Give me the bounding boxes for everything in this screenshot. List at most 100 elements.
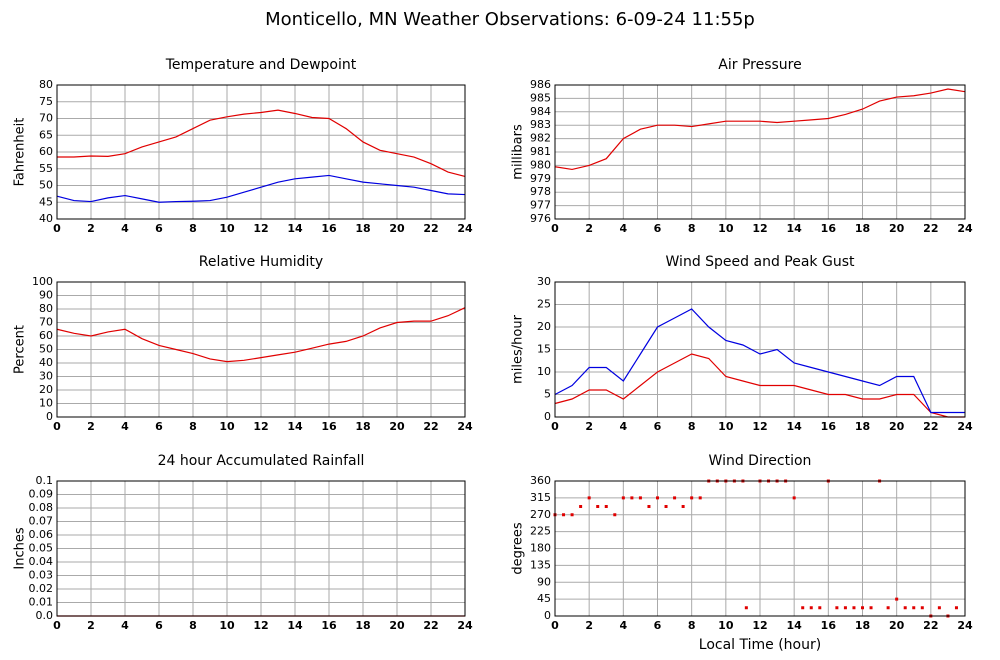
y-tick-label: 225 [530,525,551,538]
y-tick-label: 180 [530,542,551,555]
scatter-point [920,606,924,610]
y-tick-label: 50 [39,343,53,356]
series-line [56,174,466,203]
scatter-point [852,606,856,610]
y-tick-label: 40 [39,212,53,225]
y-tick-label: 70 [39,112,53,125]
scatter-point [681,505,685,508]
y-tick-label: 977 [530,199,551,212]
y-tick-label: 40 [39,356,53,369]
y-tick-label: 55 [39,162,53,175]
x-tick-label: 10 [219,619,235,632]
y-tick-label: 0 [544,609,551,622]
x-tick-label: 2 [87,222,95,235]
x-tick-label: 10 [718,619,734,632]
scatter-point [835,606,839,610]
scatter-point [579,505,583,508]
x-tick-label: 16 [821,420,837,433]
x-tick-label: 24 [957,619,973,632]
y-tick-label: 60 [39,329,53,342]
x-tick-label: 4 [620,222,628,235]
y-tick-label: 100 [32,275,53,288]
x-tick-label: 16 [321,222,337,235]
x-tick-label: 16 [821,619,837,632]
y-tick-label: 90 [537,575,551,588]
x-tick-label: 6 [155,420,163,433]
x-tick-label: 4 [121,619,129,632]
y-tick-label: 976 [530,212,551,225]
scatter-point [809,606,813,610]
y-tick-label: 10 [39,397,53,410]
y-tick-label: 0.04 [29,555,54,568]
plot-border [56,480,466,617]
scatter-point [587,496,591,500]
series-line [56,307,466,363]
y-tick-label: 30 [537,275,551,288]
y-tick-label: 979 [530,172,551,185]
x-tick-label: 20 [389,420,405,433]
x-tick-label: 14 [787,619,803,632]
x-tick-label: 2 [585,619,593,632]
y-tick-label: 360 [530,474,551,487]
y-tick-label: 90 [39,289,53,302]
y-tick-label: 20 [39,383,53,396]
x-tick-label: 0 [551,222,559,235]
x-tick-label: 22 [923,420,938,433]
y-tick-label: 981 [530,145,551,158]
scatter-point [744,606,748,610]
page-title: Monticello, MN Weather Observations: 6-0… [265,9,755,30]
y-axis-label: Percent [13,325,28,374]
scatter-point [656,496,659,500]
x-tick-label: 6 [654,420,662,433]
scatter-point [801,606,805,610]
scatter-point [621,496,625,500]
y-tick-label: 80 [39,78,53,91]
x-tick-label: 2 [87,420,95,433]
plot-border [554,281,966,418]
y-tick-label: 30 [39,370,53,383]
x-tick-label: 22 [923,619,938,632]
x-tick-label: 18 [355,619,370,632]
x-tick-label: 12 [253,619,268,632]
x-tick-label: 14 [287,420,303,433]
x-tick-label: 20 [889,619,905,632]
y-tick-label: 5 [544,388,551,401]
y-tick-label: 50 [39,179,53,192]
plot-border [554,84,966,220]
y-tick-label: 135 [530,558,551,571]
chart-title: Air Pressure [718,57,801,73]
x-tick-label: 22 [423,619,438,632]
x-tick-label: 2 [585,420,593,433]
y-tick-label: 80 [39,302,53,315]
x-axis-label: Local Time (hour) [699,637,821,653]
y-tick-label: 45 [39,195,53,208]
x-tick-label: 22 [923,222,938,235]
x-tick-label: 24 [957,222,973,235]
scatter-point [630,496,634,500]
x-tick-label: 22 [423,420,438,433]
scatter-point [570,513,574,517]
chart-title: Relative Humidity [199,254,323,270]
x-tick-label: 6 [155,222,163,235]
chart-title: Wind Direction [709,453,812,469]
scatter-point [792,496,796,500]
x-tick-label: 18 [355,222,370,235]
chart-title: 24 hour Accumulated Rainfall [158,453,365,469]
scatter-point [673,496,677,500]
x-tick-label: 6 [654,222,662,235]
y-tick-label: 270 [530,508,551,521]
y-tick-label: 0.08 [29,501,54,514]
y-tick-label: 0.07 [29,515,54,528]
y-tick-label: 20 [537,320,551,333]
x-tick-label: 8 [189,420,197,433]
scatter-point [886,606,890,610]
x-tick-label: 18 [855,420,870,433]
scatter-point [903,606,907,610]
x-tick-label: 0 [551,619,559,632]
scatter-point [954,606,958,610]
y-tick-label: 0 [46,410,53,423]
scatter-point [895,597,899,601]
y-tick-label: 60 [39,145,53,158]
x-tick-label: 20 [389,619,405,632]
scatter-point [638,496,642,500]
